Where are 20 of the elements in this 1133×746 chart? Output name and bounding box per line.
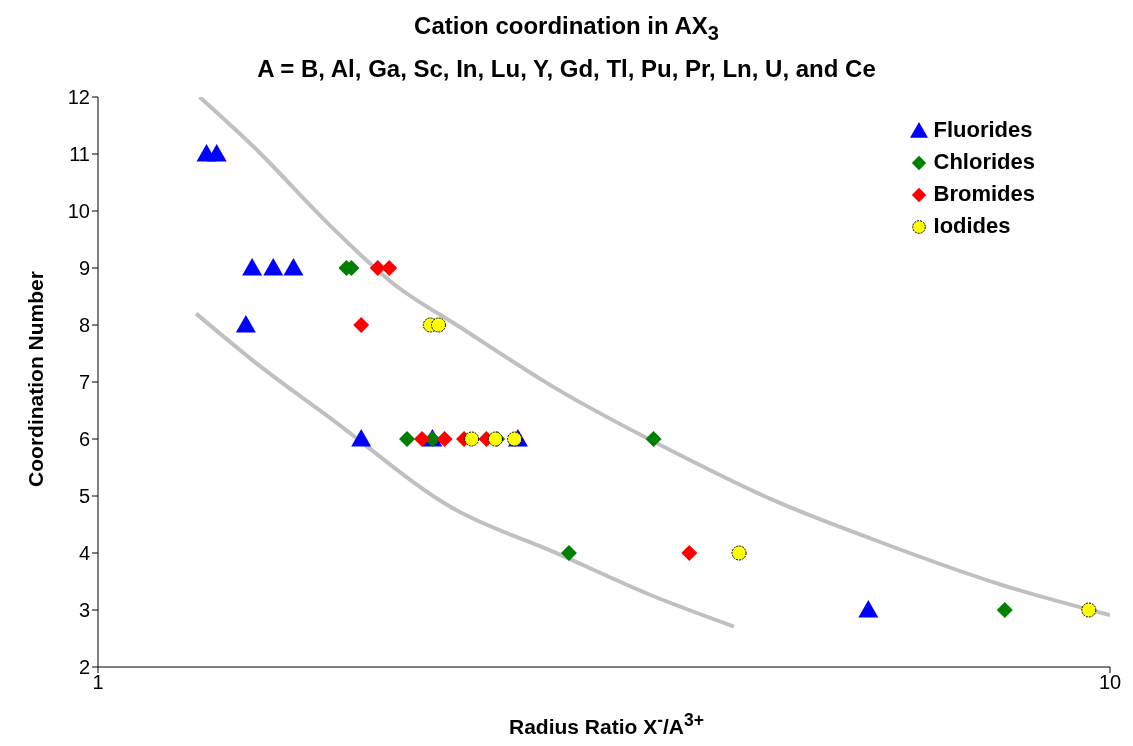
y-tick-label: 9 — [78, 256, 90, 279]
chart-title: Cation coordination in AX$_{3}$ — [413, 11, 720, 46]
legend-label: Bromides — [933, 180, 1035, 207]
y-tick-label: 3 — [78, 598, 90, 621]
y-tick-label: 11 — [69, 142, 90, 165]
y-tick-label: 2 — [78, 655, 90, 678]
legend-label: Chlorides — [933, 148, 1035, 175]
x-tick-label: 1 — [92, 671, 104, 693]
y-tick-label: 10 — [67, 199, 90, 222]
x-axis-title: Radius Ratio X$^{-}$/A$^{3+}$ — [508, 709, 705, 739]
y-tick-label: 12 — [67, 85, 90, 108]
y-tick-label: 7 — [78, 370, 90, 393]
y-axis-title: Coordination Number — [24, 271, 48, 488]
y-tick-label: 8 — [78, 313, 90, 336]
y-tick-label: 6 — [78, 427, 90, 450]
chart-subtitle: A = B, Al, Ga, Sc, In, Lu, Y, Gd, Tl, Pu, Pr, Ln, U, and Ce — [256, 53, 877, 84]
legend-label: Fluorides — [933, 116, 1033, 143]
legend-label: Iodides — [933, 212, 1011, 239]
y-tick-label: 5 — [78, 484, 90, 507]
y-tick-label: 4 — [78, 541, 90, 564]
